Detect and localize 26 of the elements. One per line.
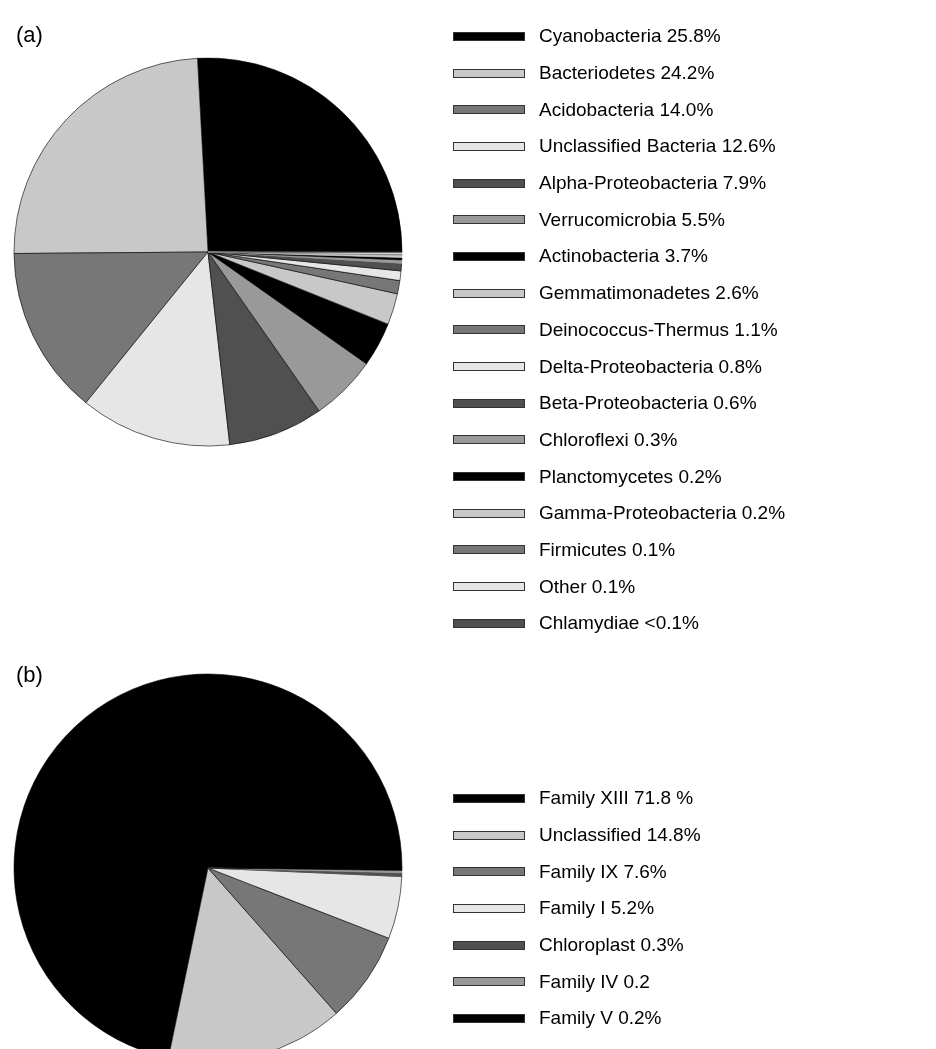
legend-label: Beta-Proteobacteria 0.6% — [539, 392, 757, 415]
legend-label: Unclassified Bacteria 12.6% — [539, 135, 776, 158]
legend-label: Actinobacteria 3.7% — [539, 245, 708, 268]
legend-label: Chloroflexi 0.3% — [539, 428, 678, 451]
legend-label: Family I 5.2% — [539, 897, 655, 920]
legend-label: Gemmatimonadetes 2.6% — [539, 282, 759, 305]
legend-label: Delta-Proteobacteria 0.8% — [539, 355, 762, 378]
legend-label: Alpha-Proteobacteria 7.9% — [539, 172, 767, 195]
legend-label: Planctomycetes 0.2% — [539, 465, 722, 488]
legend-label: Verrucomicrobia 5.5% — [539, 208, 725, 231]
legend-label: Chlamydiae <0.1% — [539, 612, 700, 635]
legend-label: Family XIII 71.8 % — [539, 787, 694, 810]
chart-title: (a) — [16, 22, 43, 48]
legend-label: Deinococcus-Thermus 1.1% — [539, 318, 778, 341]
legend-label: Cyanobacteria 25.8% — [539, 25, 721, 48]
legend-label: Other 0.1% — [539, 575, 636, 598]
legend-label: Acidobacteria 14.0% — [539, 98, 714, 121]
legend-label: Family V 0.2% — [539, 1007, 662, 1030]
legend-label: Family IX 7.6% — [539, 860, 667, 883]
legend-label: Family IV 0.2 — [539, 970, 650, 993]
legend-label: Chloroplast 0.3% — [539, 934, 684, 957]
legend-label: Bacteriodetes 24.2% — [539, 62, 715, 85]
legend-label: Gamma-Proteobacteria 0.2% — [539, 502, 786, 525]
legend-label: Firmicutes 0.1% — [539, 538, 676, 561]
chart-title: (b) — [16, 662, 43, 688]
legend-label: Unclassified 14.8% — [539, 824, 701, 847]
